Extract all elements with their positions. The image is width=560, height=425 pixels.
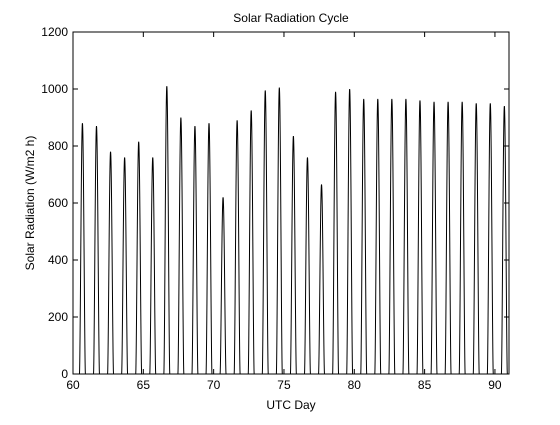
daily-cycle-day-90: [494, 106, 509, 375]
x-tick-label: 70: [207, 378, 221, 392]
daily-cycle-day-60: [73, 123, 88, 375]
daily-cycle-day-83: [396, 98, 411, 375]
daily-cycle-day-79: [340, 88, 355, 375]
daily-cycle-day-74: [269, 87, 284, 375]
daily-cycle-day-89: [480, 103, 495, 375]
daily-cycle-day-73: [255, 90, 270, 375]
x-tick-label: 80: [348, 378, 362, 392]
daily-cycle-day-82: [382, 98, 397, 375]
x-tick-label: 60: [66, 378, 80, 392]
daily-cycle-day-80: [354, 98, 369, 375]
daily-cycle-day-86: [438, 101, 453, 375]
daily-cycle-day-88: [466, 103, 481, 375]
daily-cycle-day-78: [326, 91, 341, 375]
y-tick-label: 400: [48, 253, 68, 267]
y-tick-label: 1200: [41, 25, 68, 39]
daily-cycle-day-61: [87, 125, 102, 375]
x-tick-label: 85: [418, 378, 432, 392]
daily-cycle-day-71: [227, 120, 242, 375]
y-tick-label: 200: [48, 310, 68, 324]
daily-cycle-day-75: [283, 135, 299, 375]
daily-cycle-day-65: [143, 157, 158, 375]
x-axis-label: UTC Day: [266, 398, 315, 412]
daily-cycle-day-64: [129, 141, 144, 375]
daily-cycle-day-69: [199, 123, 214, 375]
axis-ticks: 60 65 70 75 80 85 90 0 200 400 600 800 1000 1200: [41, 25, 509, 392]
daily-cycle-day-72: [241, 110, 256, 375]
y-tick-label: 600: [48, 196, 68, 210]
daily-cycle-day-63: [115, 157, 130, 375]
daily-cycle-day-76: [298, 157, 313, 375]
daily-cycle-day-85: [424, 101, 439, 375]
daily-cycle-day-66: [157, 86, 172, 375]
x-tick-label: 65: [137, 378, 151, 392]
y-tick-label: 1000: [41, 82, 68, 96]
plot-area-frame: [72, 31, 510, 375]
daily-cycle-day-87: [452, 101, 467, 375]
y-tick-label: 0: [61, 367, 68, 381]
daily-cycle-day-84: [410, 100, 425, 375]
daily-cycle-day-68: [185, 125, 200, 375]
x-tick-label: 90: [488, 378, 502, 392]
daily-cycle-day-81: [368, 98, 383, 375]
daily-cycle-day-67: [171, 117, 186, 375]
daily-cycle-day-62: [101, 151, 116, 375]
daily-cycle-day-70: [213, 197, 228, 375]
daily-cycle-day-77: [312, 184, 327, 375]
series-solar-radiation: [73, 86, 509, 375]
y-tick-label: 800: [48, 139, 68, 153]
chart-title: Solar Radiation Cycle: [233, 11, 349, 25]
y-axis-label: Solar Radiation (W/m2 h): [23, 136, 37, 271]
x-tick-label: 75: [277, 378, 291, 392]
